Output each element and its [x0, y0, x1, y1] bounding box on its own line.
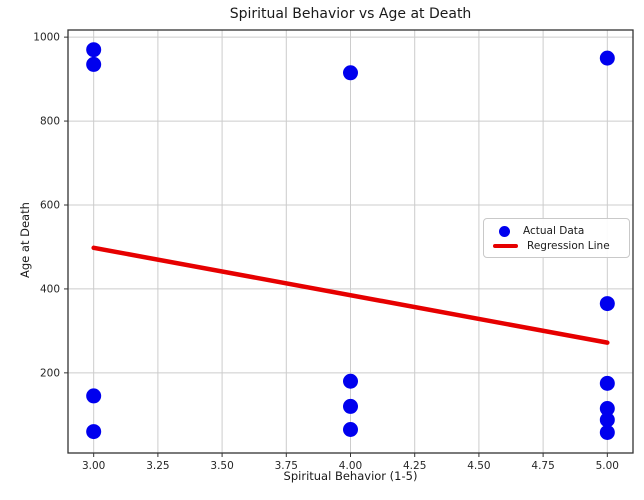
- data-point: [343, 373, 358, 389]
- legend-label-actual-data: Actual Data: [523, 225, 585, 237]
- data-point: [343, 398, 358, 414]
- data-point: [599, 375, 615, 391]
- y-tick-label: 600: [40, 199, 60, 211]
- legend: Actual Data Regression Line: [483, 218, 630, 258]
- data-point: [599, 50, 615, 66]
- y-tick-label: 800: [40, 116, 60, 128]
- data-point: [343, 422, 358, 437]
- y-tick-label: 200: [40, 367, 60, 379]
- regression-line: [91, 245, 610, 345]
- y-tick-label: 400: [40, 283, 60, 295]
- legend-label-regression-line: Regression Line: [527, 240, 610, 252]
- x-tick-label: 3.25: [146, 460, 169, 472]
- x-tick-label: 3.50: [210, 460, 233, 472]
- data-point: [599, 296, 615, 312]
- scatter-marker-icon: [499, 225, 510, 237]
- y-axis-label: Age at Death: [18, 202, 32, 278]
- x-tick-label: 3.00: [82, 460, 105, 472]
- data-point: [599, 401, 615, 417]
- x-tick-label: 4.50: [467, 460, 490, 472]
- data-point: [599, 424, 615, 440]
- line-marker-icon: [493, 244, 518, 248]
- x-tick-label: 4.25: [403, 460, 426, 472]
- data-point: [86, 388, 102, 404]
- x-tick-label: 4.00: [339, 460, 362, 472]
- x-tick-label: 4.75: [531, 460, 554, 472]
- chart-title: Spiritual Behavior vs Age at Death: [229, 6, 472, 22]
- legend-item-regression-line: Regression Line: [493, 239, 621, 253]
- data-point: [86, 424, 102, 440]
- data-point: [86, 56, 102, 72]
- x-axis-label: Spiritual Behavior (1-5): [283, 469, 418, 483]
- x-tick-label: 5.00: [596, 460, 619, 472]
- data-point: [599, 412, 615, 428]
- legend-item-actual-data: Actual Data: [493, 224, 621, 238]
- x-tick-label: 3.75: [275, 460, 298, 472]
- y-tick-label: 1000: [33, 32, 60, 44]
- data-point: [343, 65, 358, 81]
- data-point: [86, 42, 102, 58]
